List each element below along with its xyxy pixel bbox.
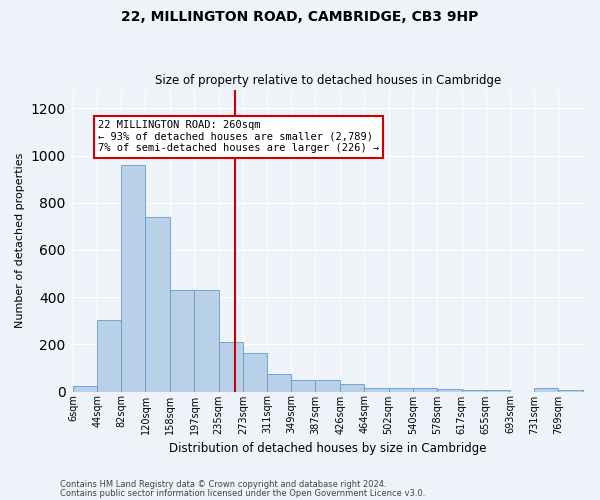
Bar <box>291 380 316 392</box>
Text: 22, MILLINGTON ROAD, CAMBRIDGE, CB3 9HP: 22, MILLINGTON ROAD, CAMBRIDGE, CB3 9HP <box>121 10 479 24</box>
X-axis label: Distribution of detached houses by size in Cambridge: Distribution of detached houses by size … <box>169 442 487 455</box>
Y-axis label: Number of detached properties: Number of detached properties <box>15 153 25 328</box>
Bar <box>364 388 389 392</box>
Bar <box>243 352 267 392</box>
Bar <box>559 390 583 392</box>
Text: 22 MILLINGTON ROAD: 260sqm
← 93% of detached houses are smaller (2,789)
7% of se: 22 MILLINGTON ROAD: 260sqm ← 93% of deta… <box>98 120 379 154</box>
Title: Size of property relative to detached houses in Cambridge: Size of property relative to detached ho… <box>155 74 501 87</box>
Bar <box>194 290 218 392</box>
Bar <box>413 388 437 392</box>
Bar <box>437 389 461 392</box>
Bar <box>97 320 121 392</box>
Bar <box>486 390 510 392</box>
Bar <box>218 342 243 392</box>
Bar <box>170 290 194 392</box>
Bar <box>121 165 145 392</box>
Bar <box>73 386 97 392</box>
Bar <box>145 217 170 392</box>
Bar <box>534 388 559 392</box>
Text: Contains HM Land Registry data © Crown copyright and database right 2024.: Contains HM Land Registry data © Crown c… <box>60 480 386 489</box>
Text: Contains public sector information licensed under the Open Government Licence v3: Contains public sector information licen… <box>60 489 425 498</box>
Bar <box>461 390 486 392</box>
Bar <box>267 374 291 392</box>
Bar <box>389 388 413 392</box>
Bar <box>316 380 340 392</box>
Bar <box>340 384 364 392</box>
